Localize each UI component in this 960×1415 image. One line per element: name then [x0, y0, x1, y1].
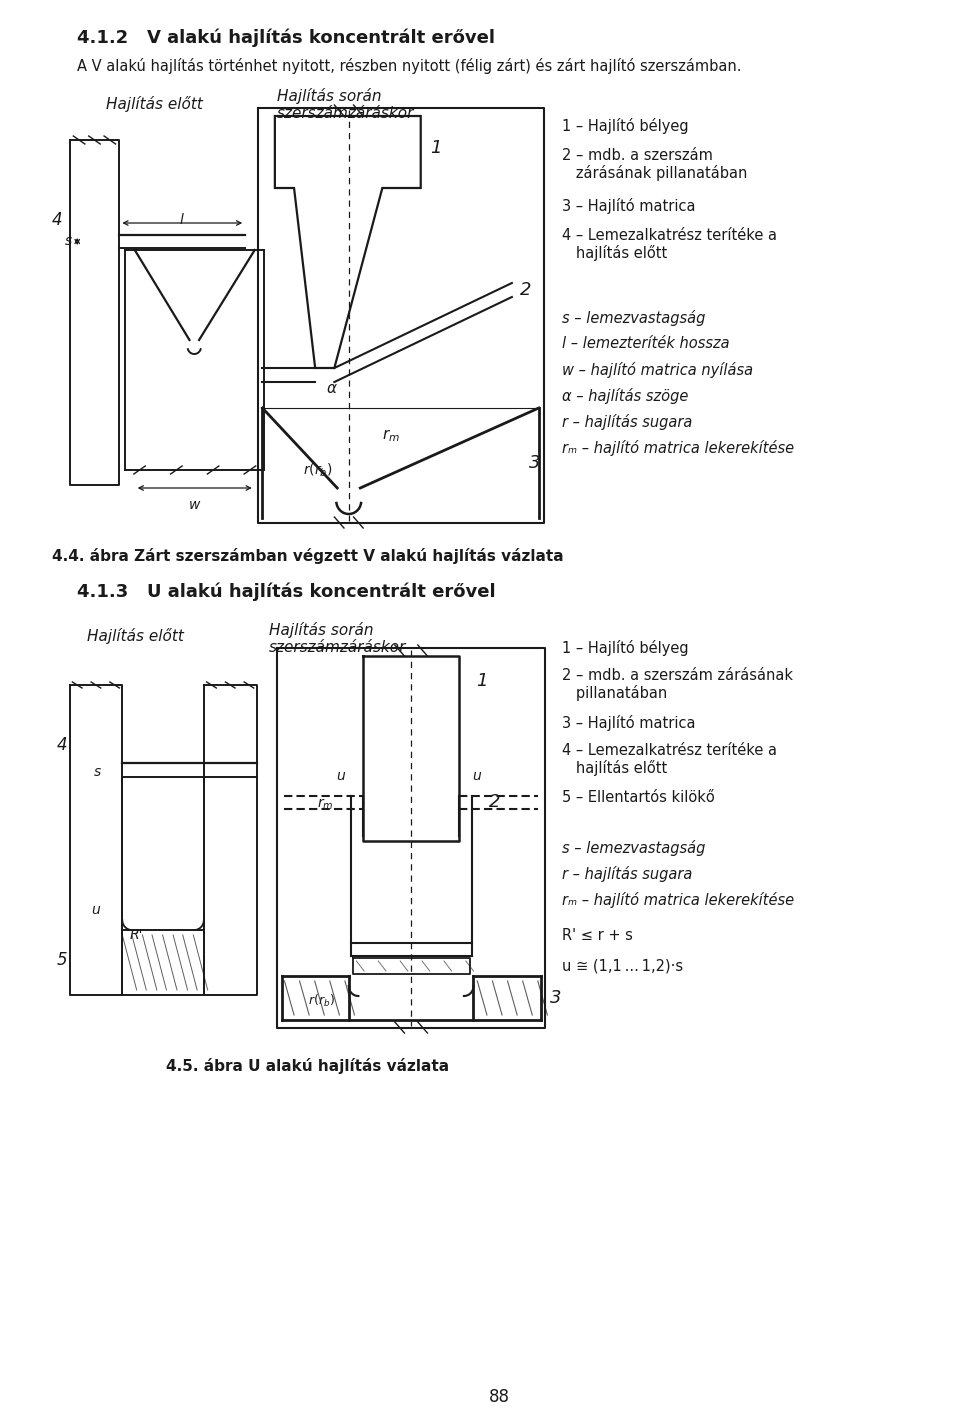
- Text: 4: 4: [51, 211, 61, 229]
- Text: 2: 2: [519, 282, 531, 299]
- Text: 2 – mdb. a szerszám zárásának: 2 – mdb. a szerszám zárásának: [562, 668, 793, 683]
- Text: 5: 5: [57, 951, 67, 969]
- Text: Hajlítás során
szerszámzáráskor: Hajlítás során szerszámzáráskor: [269, 623, 406, 655]
- Text: 1 – Hajlító bélyeg: 1 – Hajlító bélyeg: [562, 117, 688, 134]
- Text: 3 – Hajlító matrica: 3 – Hajlító matrica: [562, 198, 695, 214]
- Text: zárásának pillanatában: zárásának pillanatában: [562, 166, 747, 181]
- Text: $r(r_b)$: $r(r_b)$: [308, 993, 335, 1009]
- Text: 3: 3: [550, 989, 562, 1007]
- Text: w: w: [188, 498, 200, 512]
- Text: 1: 1: [476, 672, 488, 691]
- Text: A V alakú hajlítás történhet nyitott, részben nyitott (félig zárt) és zárt hajlí: A V alakú hajlítás történhet nyitott, ré…: [77, 58, 742, 74]
- Text: 4.5. ábra U alakú hajlítás vázlata: 4.5. ábra U alakú hajlítás vázlata: [166, 1058, 449, 1074]
- Text: hajlítás előtt: hajlítás előtt: [562, 245, 667, 260]
- Text: u: u: [336, 768, 345, 782]
- Text: R' ≤ r + s: R' ≤ r + s: [562, 928, 633, 942]
- Text: 4 – Lemezalkatrész terítéke a: 4 – Lemezalkatrész terítéke a: [562, 743, 777, 758]
- Text: 4 – Lemezalkatrész terítéke a: 4 – Lemezalkatrész terítéke a: [562, 228, 777, 243]
- Text: 1 – Hajlító bélyeg: 1 – Hajlító bélyeg: [562, 640, 688, 657]
- Text: r – hajlítás sugara: r – hajlítás sugara: [562, 415, 692, 430]
- Text: pillanatában: pillanatában: [562, 685, 667, 700]
- Text: 4.1.3   U alakú hajlítás koncentrált erővel: 4.1.3 U alakú hajlítás koncentrált erőve…: [77, 582, 495, 600]
- Text: s: s: [65, 233, 72, 248]
- Text: 3: 3: [529, 454, 540, 473]
- Text: 2: 2: [489, 792, 500, 811]
- Text: 5 – Ellentartós kilökő: 5 – Ellentartós kilökő: [562, 790, 714, 805]
- Text: 3 – Hajlító matrica: 3 – Hajlító matrica: [562, 715, 695, 732]
- Text: w – hajlító matrica nyílása: w – hajlító matrica nyílása: [562, 362, 753, 378]
- Text: R': R': [130, 928, 143, 942]
- Text: rₘ – hajlító matrica lekerekítése: rₘ – hajlító matrica lekerekítése: [562, 440, 794, 456]
- Text: $r(r_b)$: $r(r_b)$: [302, 461, 332, 478]
- Text: l – lemezteríték hossza: l – lemezteríték hossza: [562, 335, 730, 351]
- Text: r – hajlítás sugara: r – hajlítás sugara: [562, 866, 692, 882]
- Text: s – lemezvastagság: s – lemezvastagság: [562, 310, 706, 325]
- Text: u: u: [91, 903, 100, 917]
- Text: 4: 4: [57, 736, 67, 754]
- Text: 88: 88: [489, 1388, 510, 1407]
- Text: 1: 1: [430, 139, 442, 157]
- Text: α: α: [326, 381, 337, 396]
- Text: u ≅ (1,1 ... 1,2)·s: u ≅ (1,1 ... 1,2)·s: [562, 958, 683, 974]
- Text: s: s: [94, 766, 101, 780]
- Text: u: u: [472, 768, 481, 782]
- Text: Hajlítás során
szerszámzáráskor: Hajlítás során szerszámzáráskor: [276, 88, 414, 122]
- Text: s – lemezvastagság: s – lemezvastagság: [562, 841, 706, 856]
- Text: 4.4. ábra Zárt szerszámban végzett V alakú hajlítás vázlata: 4.4. ábra Zárt szerszámban végzett V ala…: [52, 548, 564, 565]
- Text: 2 – mdb. a szerszám: 2 – mdb. a szerszám: [562, 149, 712, 163]
- Text: α – hajlítás szöge: α – hajlítás szöge: [562, 388, 688, 405]
- Text: l: l: [180, 214, 183, 226]
- Text: $r_m$: $r_m$: [317, 797, 334, 812]
- Text: rₘ – hajlító matrica lekerekítése: rₘ – hajlító matrica lekerekítése: [562, 891, 794, 908]
- Text: Hajlítás előtt: Hajlítás előtt: [106, 96, 203, 112]
- Text: hajlítás előtt: hajlítás előtt: [562, 760, 667, 775]
- Text: 4.1.2   V alakú hajlítás koncentrált erővel: 4.1.2 V alakú hajlítás koncentrált erőve…: [77, 28, 495, 47]
- Text: Hajlítás előtt: Hajlítás előtt: [86, 628, 183, 644]
- Text: $r_m$: $r_m$: [382, 427, 400, 444]
